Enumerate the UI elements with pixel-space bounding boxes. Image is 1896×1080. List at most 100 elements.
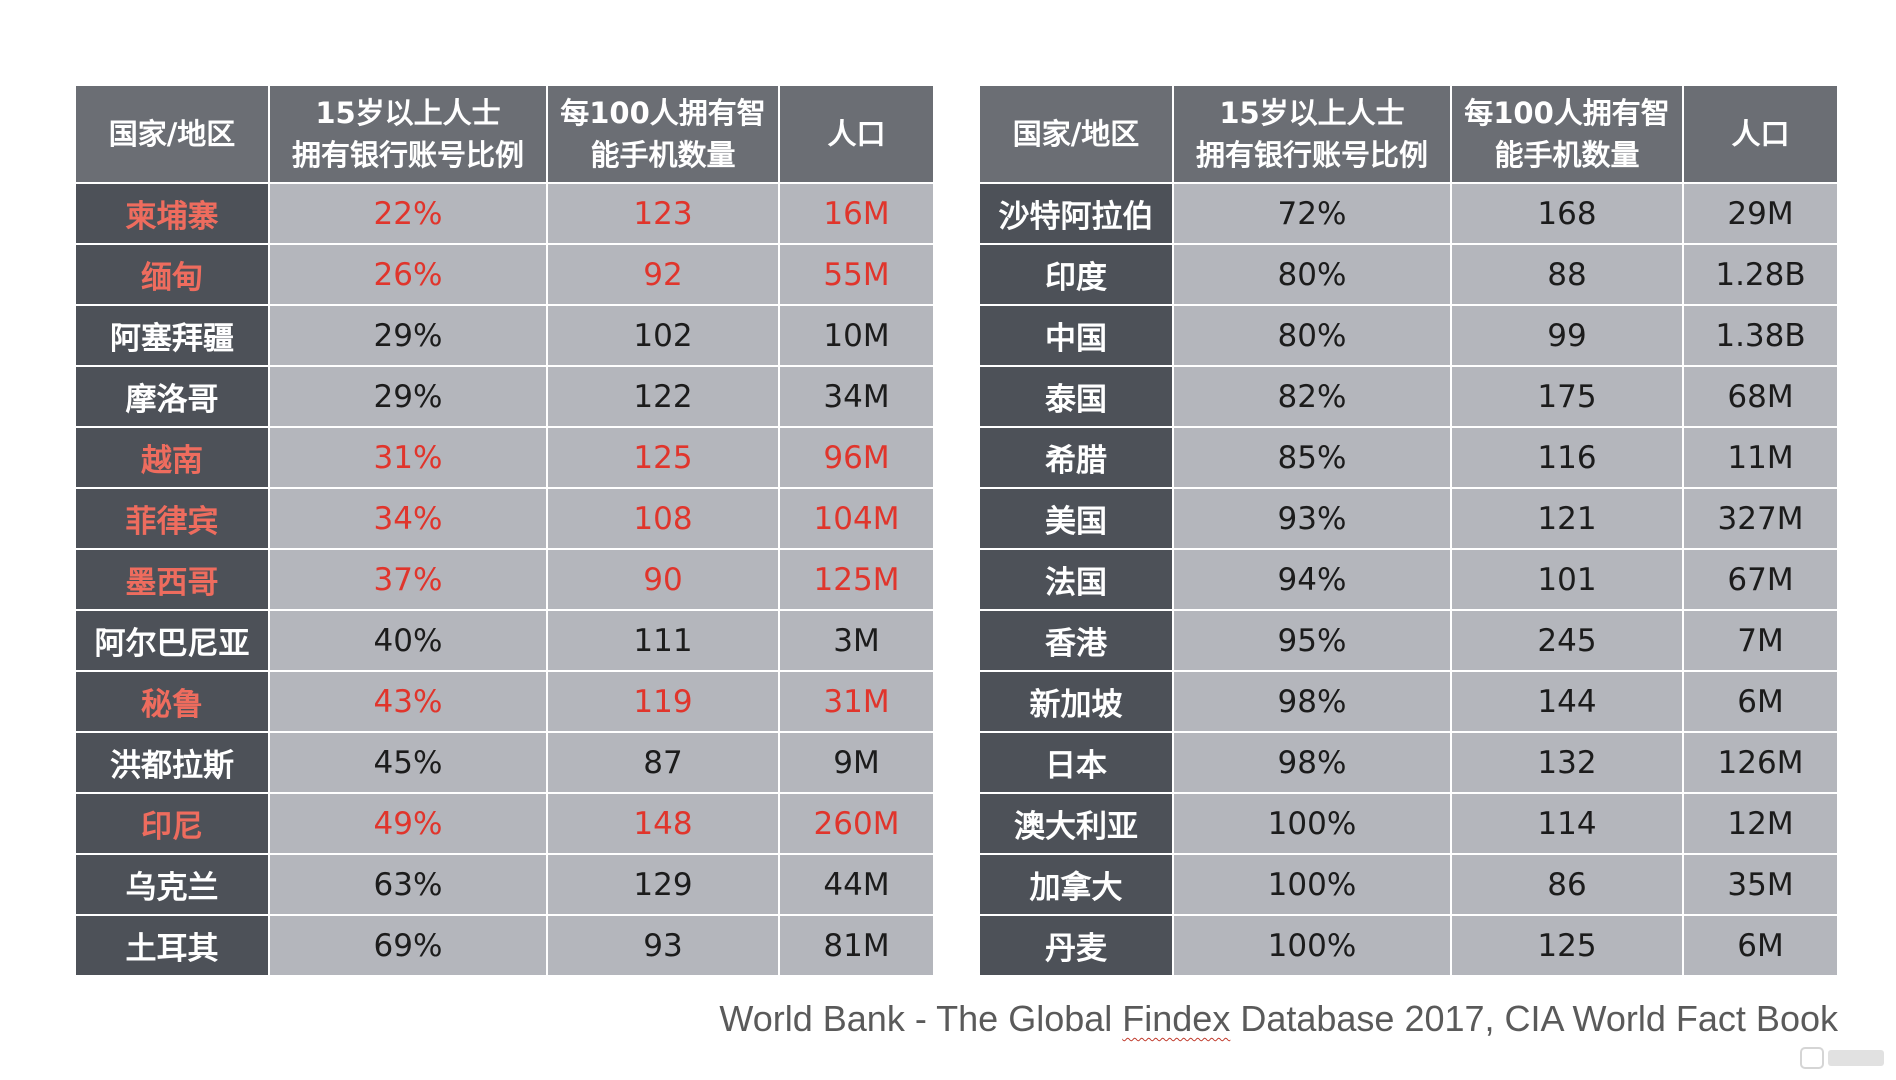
table-high-banked: 国家/地区 15岁以上人士 拥有银行账号比例 每100人拥有智 能手机数量 人口… xyxy=(980,86,1837,977)
smartphones-cell: 99 xyxy=(1451,305,1684,367)
table-row: 土耳其 69% 93 81M xyxy=(76,915,933,977)
bank-account-cell: 100% xyxy=(1173,915,1452,977)
country-cell: 印尼 xyxy=(76,793,270,855)
table-row: 摩洛哥 29% 122 34M xyxy=(76,366,933,428)
smartphones-cell: 132 xyxy=(1451,732,1684,794)
country-cell: 印度 xyxy=(980,244,1174,306)
bank-account-cell: 95% xyxy=(1173,610,1452,672)
table-row: 阿尔巴尼亚 40% 111 3M xyxy=(76,610,933,672)
table-row: 泰国 82% 175 68M xyxy=(980,366,1837,428)
country-cell: 希腊 xyxy=(980,427,1174,489)
country-cell: 澳大利亚 xyxy=(980,793,1174,855)
country-cell: 中国 xyxy=(980,305,1174,367)
smartphones-cell: 101 xyxy=(1451,549,1684,611)
population-cell: 35M xyxy=(1683,854,1837,916)
bank-account-cell: 49% xyxy=(269,793,548,855)
bank-account-cell: 69% xyxy=(269,915,548,977)
header-row: 国家/地区 15岁以上人士 拥有银行账号比例 每100人拥有智 能手机数量 人口 xyxy=(76,86,933,184)
table-low-banked: 国家/地区 15岁以上人士 拥有银行账号比例 每100人拥有智 能手机数量 人口… xyxy=(76,86,933,977)
bank-account-cell: 85% xyxy=(1173,427,1452,489)
country-cell: 柬埔寨 xyxy=(76,183,270,245)
table-row: 乌克兰 63% 129 44M xyxy=(76,854,933,916)
table-row: 洪都拉斯 45% 87 9M xyxy=(76,732,933,794)
country-cell: 菲律宾 xyxy=(76,488,270,550)
population-cell: 29M xyxy=(1683,183,1837,245)
country-cell: 泰国 xyxy=(980,366,1174,428)
smartphones-cell: 245 xyxy=(1451,610,1684,672)
header-bank-account: 15岁以上人士 拥有银行账号比例 xyxy=(1173,86,1452,184)
table-row: 丹麦 100% 125 6M xyxy=(980,915,1837,977)
table-row: 印尼 49% 148 260M xyxy=(76,793,933,855)
population-cell: 31M xyxy=(779,671,933,733)
smartphones-cell: 116 xyxy=(1451,427,1684,489)
table-row: 新加坡 98% 144 6M xyxy=(980,671,1837,733)
smartphones-cell: 125 xyxy=(1451,915,1684,977)
table-row: 秘鲁 43% 119 31M xyxy=(76,671,933,733)
bank-account-cell: 72% xyxy=(1173,183,1452,245)
population-cell: 125M xyxy=(779,549,933,611)
bank-account-cell: 40% xyxy=(269,610,548,672)
population-cell: 6M xyxy=(1683,915,1837,977)
population-cell: 9M xyxy=(779,732,933,794)
country-cell: 阿塞拜疆 xyxy=(76,305,270,367)
table-row: 缅甸 26% 92 55M xyxy=(76,244,933,306)
bank-account-cell: 93% xyxy=(1173,488,1452,550)
population-cell: 10M xyxy=(779,305,933,367)
population-cell: 3M xyxy=(779,610,933,672)
bank-account-cell: 43% xyxy=(269,671,548,733)
smartphones-cell: 121 xyxy=(1451,488,1684,550)
bank-account-cell: 45% xyxy=(269,732,548,794)
country-cell: 美国 xyxy=(980,488,1174,550)
bank-account-cell: 98% xyxy=(1173,671,1452,733)
population-cell: 55M xyxy=(779,244,933,306)
population-cell: 44M xyxy=(779,854,933,916)
table-row: 墨西哥 37% 90 125M xyxy=(76,549,933,611)
population-cell: 327M xyxy=(1683,488,1837,550)
watermark-icon xyxy=(1800,1047,1884,1069)
table-row: 中国 80% 99 1.38B xyxy=(980,305,1837,367)
country-cell: 墨西哥 xyxy=(76,549,270,611)
country-cell: 日本 xyxy=(980,732,1174,794)
table-row: 柬埔寨 22% 123 16M xyxy=(76,183,933,245)
population-cell: 34M xyxy=(779,366,933,428)
country-cell: 阿尔巴尼亚 xyxy=(76,610,270,672)
table-row: 越南 31% 125 96M xyxy=(76,427,933,489)
smartphones-cell: 86 xyxy=(1451,854,1684,916)
smartphones-cell: 168 xyxy=(1451,183,1684,245)
smartphones-cell: 88 xyxy=(1451,244,1684,306)
header-smartphones: 每100人拥有智 能手机数量 xyxy=(1451,86,1684,184)
table-row: 香港 95% 245 7M xyxy=(980,610,1837,672)
country-cell: 丹麦 xyxy=(980,915,1174,977)
table-row: 印度 80% 88 1.28B xyxy=(980,244,1837,306)
header-population: 人口 xyxy=(779,86,933,184)
country-cell: 乌克兰 xyxy=(76,854,270,916)
country-cell: 香港 xyxy=(980,610,1174,672)
smartphones-cell: 93 xyxy=(547,915,780,977)
header-country: 国家/地区 xyxy=(76,86,270,184)
source-prefix: World Bank - The Global xyxy=(719,998,1123,1039)
country-cell: 新加坡 xyxy=(980,671,1174,733)
population-cell: 1.38B xyxy=(1683,305,1837,367)
population-cell: 67M xyxy=(1683,549,1837,611)
bank-account-cell: 34% xyxy=(269,488,548,550)
table-row: 菲律宾 34% 108 104M xyxy=(76,488,933,550)
smartphones-cell: 108 xyxy=(547,488,780,550)
country-cell: 摩洛哥 xyxy=(76,366,270,428)
header-row: 国家/地区 15岁以上人士 拥有银行账号比例 每100人拥有智 能手机数量 人口 xyxy=(980,86,1837,184)
country-cell: 洪都拉斯 xyxy=(76,732,270,794)
smartphones-cell: 90 xyxy=(547,549,780,611)
bank-account-cell: 82% xyxy=(1173,366,1452,428)
country-cell: 越南 xyxy=(76,427,270,489)
bank-account-cell: 94% xyxy=(1173,549,1452,611)
smartphones-cell: 111 xyxy=(547,610,780,672)
bank-account-cell: 29% xyxy=(269,305,548,367)
smartphones-cell: 175 xyxy=(1451,366,1684,428)
smartphones-cell: 144 xyxy=(1451,671,1684,733)
population-cell: 96M xyxy=(779,427,933,489)
country-cell: 法国 xyxy=(980,549,1174,611)
country-cell: 秘鲁 xyxy=(76,671,270,733)
population-cell: 1.28B xyxy=(1683,244,1837,306)
smartphones-cell: 87 xyxy=(547,732,780,794)
source-citation: World Bank - The Global Findex Database … xyxy=(719,998,1838,1040)
